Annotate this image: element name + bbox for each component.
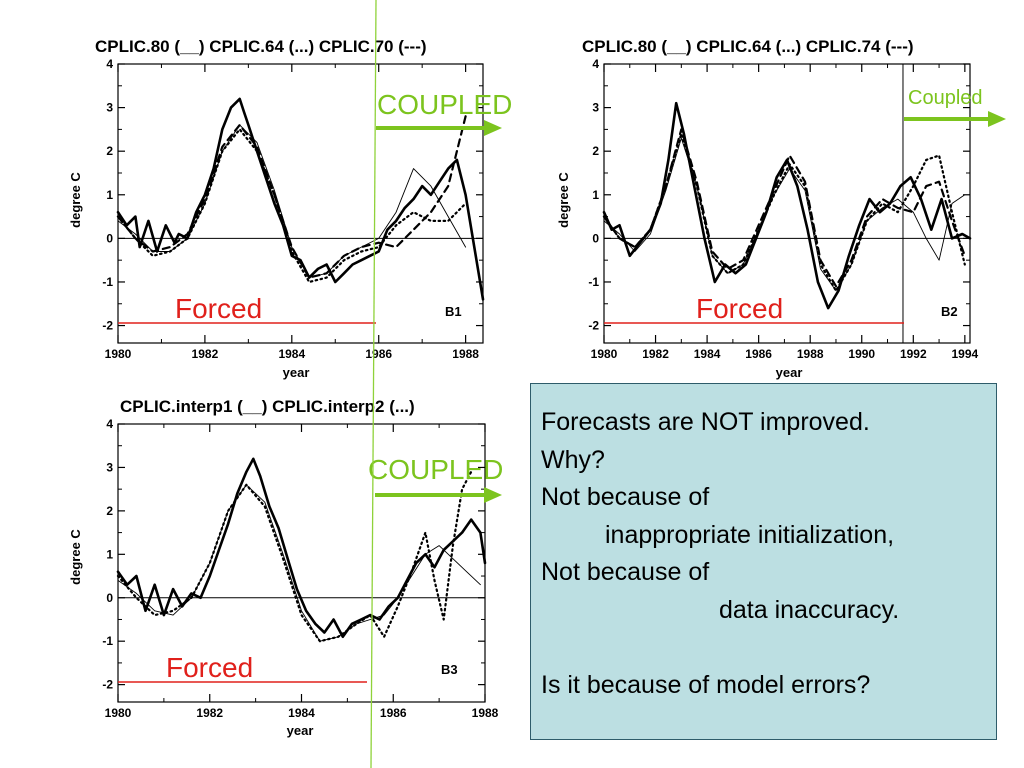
x-tick-label-b2: 1986: [745, 347, 772, 361]
x-tick-label-b2: 1994: [951, 347, 978, 361]
x-tick-label-b3: 1988: [472, 706, 499, 720]
coupling-divider-line: [370, 0, 377, 768]
series-line-b1-solid-thick: [116, 97, 485, 301]
y-tick-label-b2: 1: [592, 188, 599, 202]
plot-area-b1: -2 -1 0 1 2 3 4 1980 1982 1984 1986 1988: [102, 57, 485, 361]
text-box-line: inappropriate initialization,: [605, 520, 895, 549]
x-tick-label-b1: 1984: [278, 347, 305, 361]
panel-tag-b3: B3: [441, 662, 458, 677]
series-line-b1-solid-thin: [117, 124, 467, 279]
y-axis-label-b1: degree C: [68, 172, 83, 228]
series-line-b1-dotted: [116, 128, 467, 284]
x-axis-label-b3: year: [287, 723, 314, 738]
y-tick-label-b2: -1: [588, 275, 599, 289]
x-tick-label-b3: 1980: [105, 706, 132, 720]
y-tick-label-b3: -2: [102, 678, 113, 692]
coupled-label-b3: COUPLED: [368, 454, 503, 485]
chart-panel-b2: CPLIC.80 (__) CPLIC.64 (...) CPLIC.74 (-…: [556, 37, 1006, 380]
x-tick-label-b1: 1986: [365, 347, 392, 361]
y-axis-label-b3: degree C: [68, 529, 83, 585]
x-tick-label-b2: 1992: [900, 347, 927, 361]
plot-area-b3: -2 -1 0 1 2 3 4 1980 1982 1984 1986 1988: [102, 417, 498, 720]
y-tick-label-b1: 0: [106, 231, 113, 245]
x-tick-label-b2: 1984: [694, 347, 721, 361]
y-tick-label-b3: 4: [106, 417, 113, 431]
forced-label-b1: Forced: [175, 293, 262, 324]
x-axis-label-b2: year: [776, 365, 803, 380]
text-box-line: Why?: [541, 445, 605, 474]
series-line-b1-dashed: [116, 115, 467, 279]
text-box-line: data inaccuracy.: [719, 595, 900, 624]
text-box-line: Not because of: [541, 558, 710, 586]
chart-title-b3: CPLIC.interp1 (__) CPLIC.interp2 (...): [120, 397, 415, 416]
x-tick-label-b3: 1984: [288, 706, 315, 720]
coupled-label-b2: Coupled: [908, 87, 983, 109]
series-line-b3-solid-thick: [116, 457, 487, 639]
y-axis-label-b2: degree C: [556, 172, 571, 228]
series-line-b3-solid-thin: [117, 484, 481, 642]
y-tick-label-b3: 2: [106, 504, 113, 518]
text-box-line: Forecasts are NOT improved.: [541, 408, 870, 436]
x-tick-label-b3: 1982: [196, 706, 223, 720]
series-line-b3-dotted: [116, 470, 473, 643]
forced-label-b3: Forced: [166, 652, 253, 683]
y-tick-label-b3: 3: [106, 460, 113, 474]
x-tick-label-b1: 1988: [452, 347, 479, 361]
coupled-arrow-b3: [375, 487, 502, 503]
x-tick-label-b1: 1982: [192, 347, 219, 361]
chart-panel-b3: CPLIC.interp1 (__) CPLIC.interp2 (...) -…: [68, 397, 503, 738]
series-line-b2-solid-thin: [603, 137, 966, 292]
coupled-arrow-b1: [376, 120, 502, 136]
y-tick-label-b3: 1: [106, 547, 113, 561]
text-box-line: [541, 629, 996, 667]
y-tick-label-b2: 2: [592, 144, 599, 158]
panel-tag-b2: B2: [941, 304, 958, 319]
x-tick-label-b2: 1988: [797, 347, 824, 361]
panel-tag-b1: B1: [445, 304, 462, 319]
coupled-arrow-b2: [904, 111, 1006, 127]
chart-title-b2: CPLIC.80 (__) CPLIC.64 (...) CPLIC.74 (-…: [582, 37, 914, 56]
x-tick-label-b2: 1980: [591, 347, 618, 361]
chart-panel-b1: CPLIC.80 (__) CPLIC.64 (...) CPLIC.70 (-…: [68, 37, 512, 380]
x-axis-label-b1: year: [283, 365, 310, 380]
text-box-line: Not because of: [541, 483, 710, 511]
x-tick-label-b2: 1982: [642, 347, 669, 361]
chart-title-b1: CPLIC.80 (__) CPLIC.64 (...) CPLIC.70 (-…: [95, 37, 427, 56]
x-tick-label-b1: 1980: [105, 347, 132, 361]
x-tick-label-b3: 1986: [380, 706, 407, 720]
explanation-text-box: Forecasts are NOT improved. Why? Not becau…: [530, 383, 997, 740]
y-tick-label-b1: 3: [106, 101, 113, 115]
y-tick-label-b1: 2: [106, 144, 113, 158]
y-tick-label-b3: 0: [106, 591, 113, 605]
series-line-b2-solid-thick: [602, 101, 972, 310]
y-tick-label-b2: 3: [592, 101, 599, 115]
text-box-line: Is it because of model errors?: [541, 670, 871, 699]
y-tick-label-b2: 0: [592, 231, 599, 245]
y-tick-label-b2: 4: [592, 57, 599, 71]
forced-label-b2: Forced: [696, 293, 783, 324]
y-tick-label-b3: -1: [102, 634, 113, 648]
y-tick-label-b1: 1: [106, 188, 113, 202]
plot-area-b2: -2 -1 0 1 2 3 4 1980 1982 1984 1986 1988 1990 1992 199…: [588, 57, 978, 361]
plot-frame-b1: [117, 63, 484, 344]
y-tick-label-b1: -1: [102, 275, 113, 289]
coupled-label-b1: COUPLED: [377, 89, 512, 120]
y-tick-label-b1: -2: [102, 319, 113, 333]
plot-frame-b2: [603, 63, 971, 344]
x-tick-label-b2: 1990: [848, 347, 875, 361]
y-tick-label-b2: -2: [588, 319, 599, 333]
y-tick-label-b1: 4: [106, 57, 113, 71]
series-line-b2-dashed: [602, 128, 966, 288]
